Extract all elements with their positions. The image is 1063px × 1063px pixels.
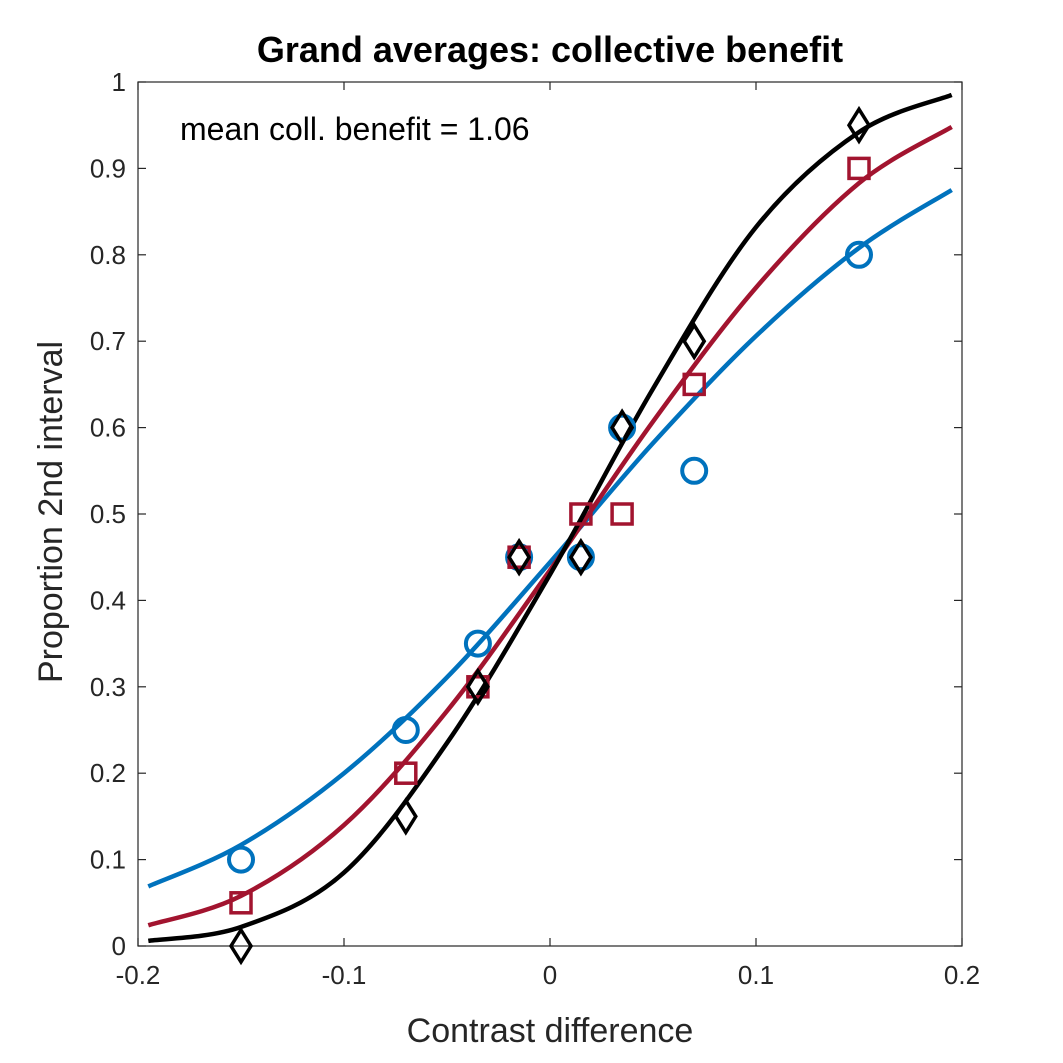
data-point-diamond bbox=[465, 667, 490, 707]
data-point-diamond bbox=[568, 537, 593, 577]
data-point-square bbox=[394, 761, 418, 785]
y-tick-label: 0.9 bbox=[90, 153, 126, 183]
data-point-circle bbox=[680, 456, 709, 485]
data-point-diamond bbox=[846, 105, 872, 145]
y-tick-label: 0.5 bbox=[90, 499, 126, 529]
data-point-square bbox=[610, 502, 634, 526]
data-point-diamond bbox=[228, 926, 254, 966]
x-tick-label: 0 bbox=[543, 960, 557, 990]
data-point-square bbox=[682, 372, 706, 397]
y-tick-label: 0.2 bbox=[90, 758, 126, 788]
x-axis-label: Contrast difference bbox=[407, 1012, 694, 1050]
y-tick-label: 0.3 bbox=[90, 672, 126, 702]
y-tick-label: 0 bbox=[112, 931, 126, 961]
y-tick-label: 0.1 bbox=[90, 845, 126, 875]
plot-area: -0.2 -0.1 0 0.1 0.2 0 0.1 0.2 0.3 0.4 0.5 0.6 0.7 0.8… bbox=[90, 67, 980, 990]
y-tick-label: 0.4 bbox=[90, 585, 126, 615]
data-point-square bbox=[229, 891, 253, 915]
data-point-diamond bbox=[682, 321, 707, 361]
y-tick-label: 0.7 bbox=[90, 326, 126, 356]
data-point-circle bbox=[391, 716, 420, 744]
data-point-circle bbox=[845, 240, 873, 269]
series-circle-fit-line bbox=[147, 188, 953, 889]
y-tick-label: 0.8 bbox=[90, 240, 126, 270]
series-diamond-fit-line bbox=[147, 92, 953, 944]
y-tick-label: 0.6 bbox=[90, 413, 126, 443]
data-point-square bbox=[847, 156, 871, 181]
x-tick-label: 0.2 bbox=[944, 960, 980, 990]
data-point-diamond bbox=[610, 408, 635, 447]
x-tick-label: -0.1 bbox=[322, 960, 367, 990]
data-point-circle bbox=[463, 629, 492, 658]
x-tick-label: -0.2 bbox=[116, 960, 161, 990]
data-point-circle bbox=[227, 845, 255, 874]
y-tick-label: 1 bbox=[112, 67, 126, 97]
chart-annotation: mean coll. benefit = 1.06 bbox=[180, 111, 530, 147]
x-tick-label: 0.1 bbox=[738, 960, 774, 990]
data-point-diamond bbox=[393, 797, 418, 836]
y-axis-label: Proportion 2nd interval bbox=[32, 341, 70, 683]
chart-title: Grand averages: collective benefit bbox=[257, 29, 843, 70]
data-point-diamond bbox=[507, 537, 532, 577]
data-point-square bbox=[569, 502, 593, 526]
